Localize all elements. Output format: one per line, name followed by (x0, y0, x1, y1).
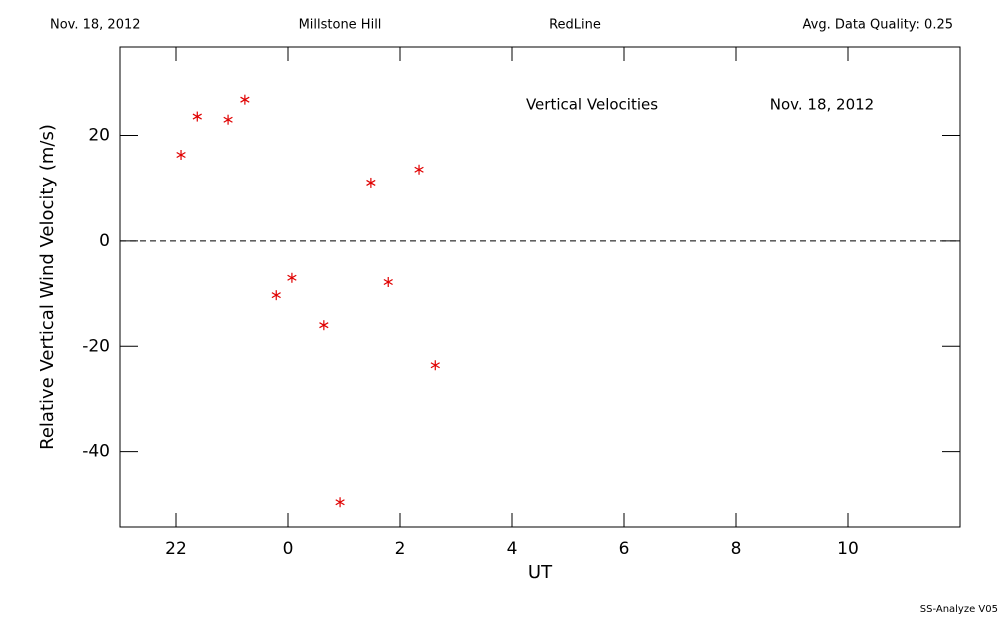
header-line: RedLine (549, 18, 601, 33)
point-stroke (287, 274, 297, 281)
point-stroke (430, 362, 440, 369)
y-axis-label: Relative Vertical Wind Velocity (m/s) (37, 124, 58, 450)
point-stroke (383, 278, 393, 286)
plot-frame (119, 46, 961, 528)
y-tick-label: 20 (88, 126, 110, 146)
point-stroke (335, 499, 345, 506)
point (414, 164, 424, 175)
point (271, 290, 281, 301)
header-site: Millstone Hill (299, 18, 382, 33)
x-tick-label: 10 (837, 539, 859, 559)
point (240, 94, 250, 105)
chart-title: Vertical Velocities (526, 96, 658, 114)
point (335, 497, 345, 508)
y-tick-label: -40 (82, 442, 110, 462)
chart-subtitle: Nov. 18, 2012 (770, 96, 874, 114)
header-quality: Avg. Data Quality: 0.25 (803, 18, 953, 33)
header-date: Nov. 18, 2012 (50, 18, 141, 33)
x-tick-label: 6 (619, 539, 630, 559)
x-tick-label: 2 (395, 539, 406, 559)
point-stroke (414, 166, 424, 173)
point (192, 111, 202, 122)
point-stroke (319, 322, 329, 329)
point-stroke (223, 116, 233, 123)
point (287, 272, 297, 283)
point (383, 276, 393, 287)
y-tick-label: 0 (99, 231, 110, 251)
point-stroke (240, 96, 250, 103)
point-stroke (192, 113, 202, 120)
point-stroke (271, 292, 281, 299)
point-stroke (366, 179, 376, 186)
point (176, 150, 186, 161)
footer: SS-Analyze V05 (920, 604, 998, 615)
point (319, 320, 329, 331)
x-tick-label: 0 (283, 539, 294, 559)
point (366, 177, 376, 188)
x-tick-label: 8 (731, 539, 742, 559)
x-tick-label: 4 (507, 539, 518, 559)
x-axis-label: UT (528, 562, 553, 583)
point-stroke (176, 151, 186, 159)
x-tick-label: 22 (165, 539, 187, 559)
y-tick-label: -20 (82, 336, 110, 356)
point (430, 360, 440, 371)
point (223, 114, 233, 125)
